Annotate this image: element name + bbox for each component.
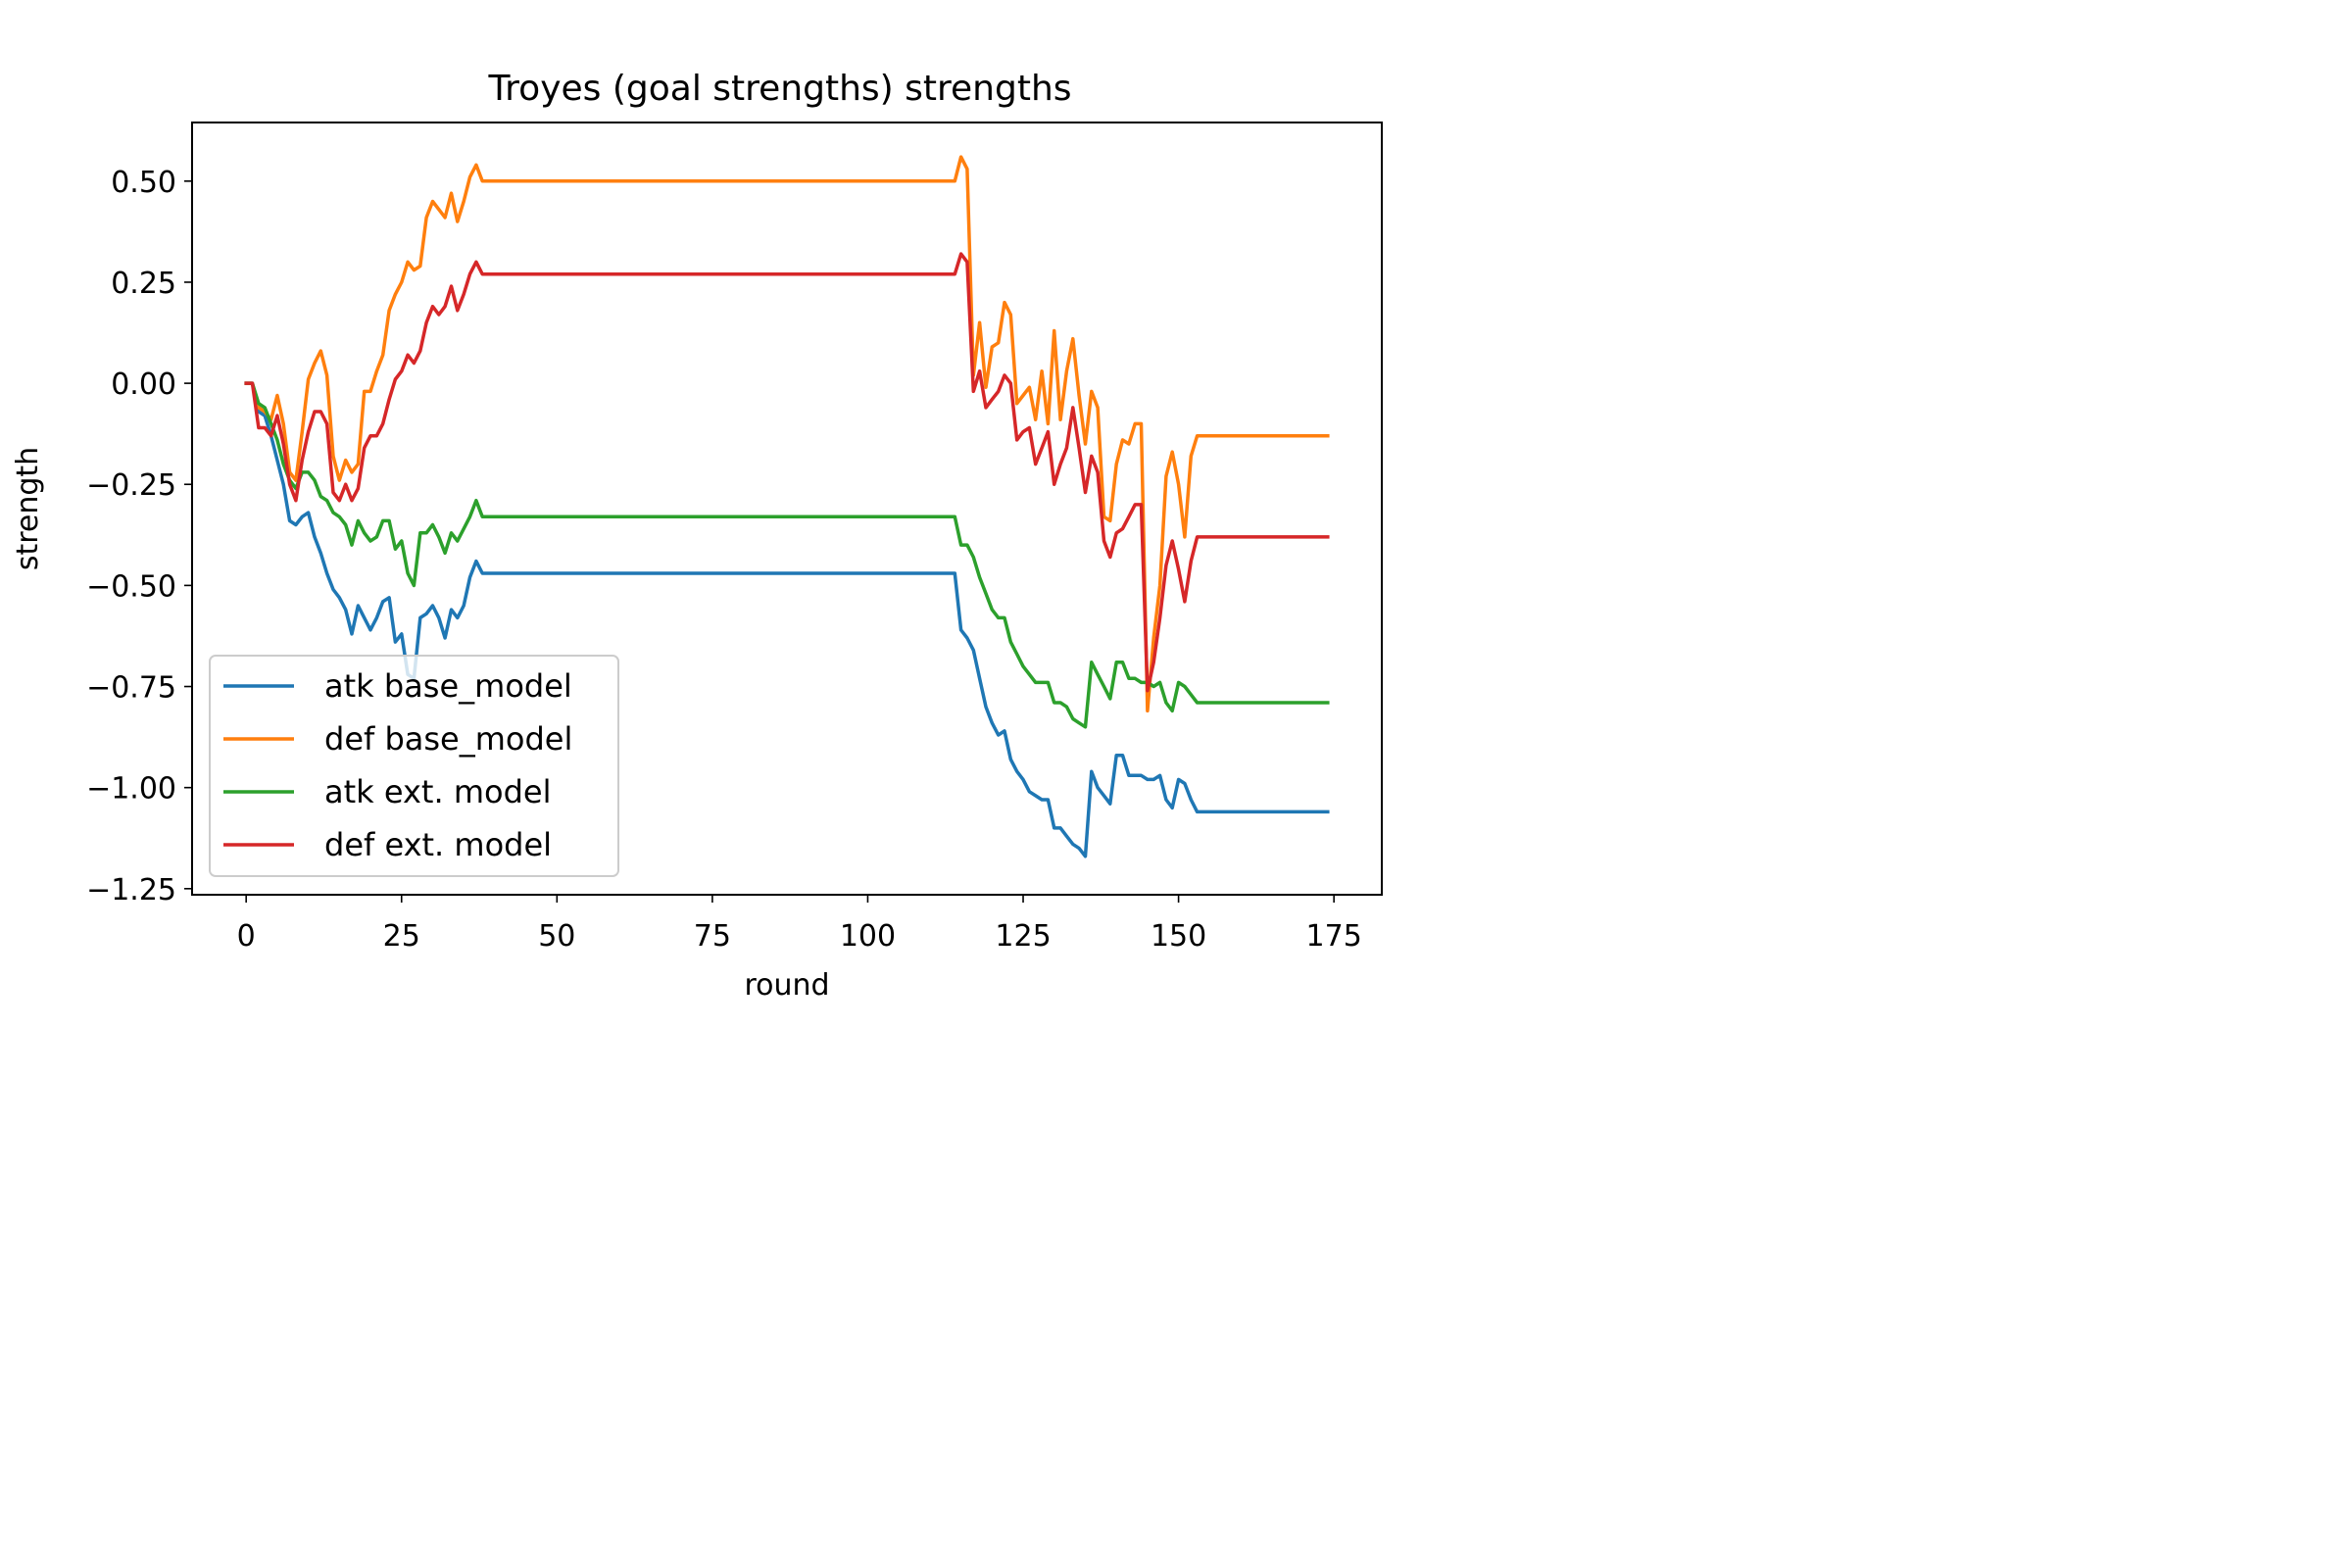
- x-tick-label: 50: [538, 919, 575, 954]
- legend-label-3: atk ext. model: [324, 773, 551, 810]
- y-tick-label: −0.25: [86, 468, 176, 503]
- series-layer: [244, 155, 1330, 858]
- series-line-3: [244, 381, 1330, 729]
- y-tick-label: −1.25: [86, 873, 176, 907]
- legend-label-2: def base_model: [324, 720, 572, 758]
- y-tick-label: −0.75: [86, 671, 176, 706]
- x-axis-label: round: [744, 968, 829, 1003]
- x-tick-label: 100: [840, 919, 896, 954]
- series-line-1: [244, 381, 1330, 858]
- x-axis: 0 25 50 75 100 125 150 175: [237, 895, 1362, 954]
- series-line-4: [244, 252, 1330, 693]
- line-chart: Troyes (goal strengths) strengths 0 25 50 7…: [0, 0, 1517, 1029]
- x-tick-label: 150: [1151, 919, 1206, 954]
- x-tick-label: 0: [237, 919, 256, 954]
- legend-label-4: def ext. model: [324, 826, 552, 863]
- y-tick-label: −0.50: [86, 569, 176, 604]
- y-tick-label: 0.25: [111, 267, 176, 301]
- y-tick-label: −1.00: [86, 772, 176, 807]
- chart-title: Troyes (goal strengths) strengths: [487, 69, 1071, 109]
- y-axis-label: strength: [11, 447, 45, 570]
- series-line-2: [244, 155, 1330, 713]
- y-tick-label: 0.00: [111, 368, 176, 402]
- plot-frame: [191, 122, 1383, 896]
- legend-frame: [209, 655, 619, 877]
- x-tick-label: 125: [995, 919, 1051, 954]
- y-axis: 0.50 0.25 0.00 −0.25 −0.50 −0.75 −1.00 −1.25: [86, 166, 192, 907]
- x-tick-label: 25: [383, 919, 420, 954]
- x-tick-label: 75: [694, 919, 731, 954]
- x-tick-label: 175: [1306, 919, 1362, 954]
- legend-label-1: atk base_model: [324, 667, 572, 705]
- y-tick-label: 0.50: [111, 166, 176, 200]
